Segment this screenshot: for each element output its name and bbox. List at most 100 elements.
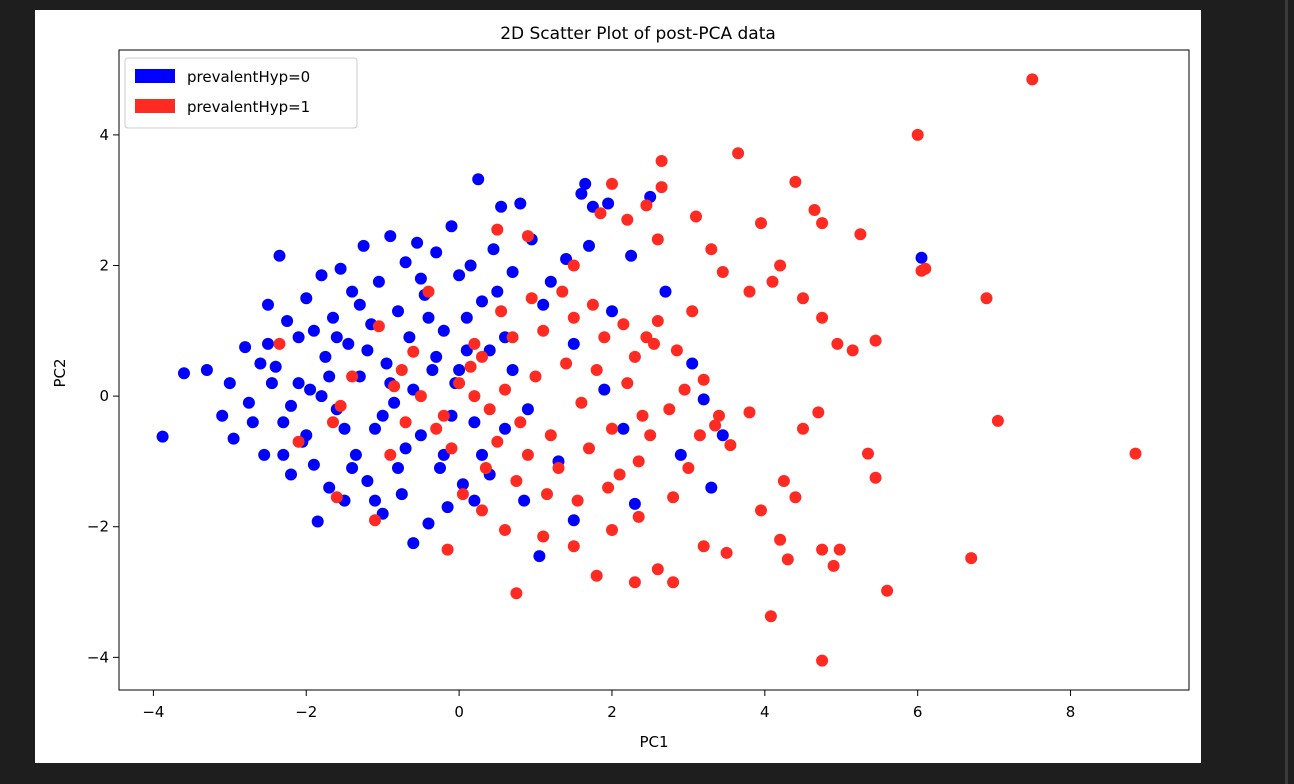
data-point-class-1 (755, 504, 767, 517)
data-point-class-0 (258, 448, 271, 461)
data-point-class-1 (552, 462, 565, 474)
data-point-class-1 (655, 155, 668, 167)
data-point-class-1 (915, 264, 928, 277)
data-point-class-1 (869, 334, 882, 347)
y-axis-label: PC2 (51, 358, 69, 387)
data-point-class-0 (285, 399, 297, 412)
data-point-class-0 (491, 285, 504, 298)
data-point-class-0 (476, 448, 488, 461)
scatter-chart: 2D Scatter Plot of post-PCA data −4 −2 0 2 4… (51, 24, 1190, 751)
data-point-class-0 (430, 350, 443, 363)
data-point-class-1 (789, 491, 802, 504)
data-point-class-1 (628, 350, 641, 363)
data-point-class-0 (292, 331, 305, 344)
data-point-class-1 (827, 559, 840, 572)
y-tick-label: 0 (99, 387, 109, 405)
data-point-class-1 (606, 422, 618, 435)
data-point-class-1 (499, 383, 511, 396)
data-point-class-0 (361, 475, 374, 487)
x-tick-label: −2 (295, 703, 317, 721)
data-point-class-0 (705, 481, 718, 494)
data-point-class-0 (277, 448, 290, 461)
data-point-class-1 (686, 305, 699, 318)
data-point-class-0 (537, 298, 550, 311)
y-axis-ticks: −4 −2 0 2 4 (87, 126, 119, 666)
data-point-class-1 (724, 439, 737, 452)
y-tick-label: −2 (87, 518, 109, 536)
data-point-class-0 (338, 422, 351, 435)
data-point-class-0 (239, 341, 252, 354)
data-point-class-0 (628, 497, 641, 510)
data-point-class-0 (518, 494, 531, 507)
data-point-class-1 (716, 266, 729, 278)
data-point-class-1 (697, 373, 710, 386)
legend: prevalentHyp=0 prevalentHyp=1 (124, 57, 358, 129)
data-point-class-1 (445, 442, 458, 455)
data-point-class-1 (583, 442, 595, 455)
data-point-class-0 (579, 177, 592, 190)
data-point-class-1 (571, 494, 584, 507)
data-point-class-0 (625, 249, 638, 262)
data-point-class-0 (304, 383, 317, 396)
scrollbar-rail[interactable] (1285, 0, 1288, 784)
data-point-class-1 (632, 455, 645, 468)
data-point-class-0 (460, 311, 473, 324)
data-point-class-1 (670, 344, 683, 357)
data-point-class-1 (869, 471, 882, 484)
data-point-class-0 (281, 315, 294, 327)
data-point-class-0 (506, 364, 519, 376)
data-point-class-1 (586, 298, 599, 311)
data-point-class-0 (399, 442, 412, 455)
data-point-class-1 (491, 435, 504, 448)
data-point-class-1 (732, 147, 745, 160)
data-point-class-0 (307, 324, 320, 337)
data-point-class-0 (369, 494, 381, 507)
data-point-class-0 (499, 422, 511, 435)
data-point-class-0 (602, 197, 615, 210)
legend-swatch-class-0 (135, 69, 175, 83)
data-point-class-1 (407, 345, 420, 358)
data-point-class-0 (445, 220, 458, 233)
x-tick-label: 0 (454, 703, 464, 721)
data-point-class-0 (399, 256, 412, 269)
data-point-class-0 (434, 462, 446, 474)
data-point-class-0 (334, 262, 347, 275)
data-point-class-0 (357, 239, 370, 252)
data-point-class-0 (456, 478, 469, 491)
data-point-class-1 (636, 409, 649, 422)
data-point-class-0 (697, 393, 710, 406)
data-point-class-0 (464, 259, 477, 272)
data-point-class-1 (399, 416, 412, 429)
data-point-class-0 (380, 357, 393, 370)
data-point-class-1 (774, 259, 787, 272)
data-point-class-1 (521, 448, 534, 461)
data-point-class-1 (621, 377, 634, 390)
data-point-class-1 (854, 228, 867, 241)
data-point-class-1 (453, 377, 466, 390)
data-point-class-0 (544, 275, 557, 288)
data-point-class-1 (816, 543, 829, 556)
data-point-class-0 (403, 331, 416, 344)
data-point-class-0 (392, 462, 404, 474)
data-point-class-0 (315, 269, 328, 282)
data-point-class-1 (468, 337, 481, 350)
data-point-class-0 (395, 488, 408, 501)
data-point-class-0 (388, 396, 401, 409)
data-point-class-1 (514, 416, 527, 429)
data-point-class-0 (430, 246, 443, 259)
data-point-class-0 (342, 337, 355, 350)
data-point-class-1 (651, 233, 664, 246)
data-point-class-1 (1026, 73, 1039, 86)
data-point-class-0 (262, 298, 274, 311)
data-point-class-0 (521, 403, 534, 416)
data-point-class-1 (372, 320, 385, 333)
data-point-class-1 (414, 390, 427, 403)
data-point-class-0 (330, 331, 343, 344)
data-point-class-1 (430, 422, 443, 435)
data-point-class-1 (846, 344, 859, 357)
data-point-class-1 (644, 429, 657, 442)
data-point-class-1 (544, 429, 557, 442)
data-point-class-1 (705, 243, 718, 256)
data-point-class-1 (797, 292, 809, 305)
data-point-class-0 (468, 416, 481, 429)
